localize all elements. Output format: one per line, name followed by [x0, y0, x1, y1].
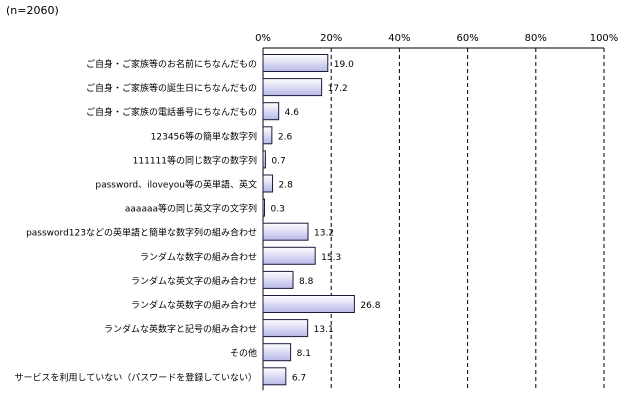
bar: [262, 174, 274, 193]
value-label: 19.0: [334, 60, 354, 70]
bar: [262, 319, 309, 338]
bar: [262, 78, 323, 97]
bar: [262, 198, 265, 217]
bar: [262, 367, 287, 386]
value-label: 15.3: [321, 253, 341, 263]
category-label: ランダムな数字の組み合わせ: [140, 251, 257, 263]
x-tick-label: 40%: [388, 33, 410, 44]
value-label: 2.8: [279, 181, 294, 191]
value-label: 26.8: [360, 301, 380, 311]
bar: [262, 246, 316, 265]
value-label: 13.2: [314, 229, 334, 239]
value-label: 13.1: [314, 325, 334, 335]
value-label: 8.1: [297, 349, 311, 359]
category-label: その他: [230, 347, 257, 359]
category-label: 111111等の同じ数字の数字列: [133, 154, 257, 166]
value-label: 4.6: [285, 108, 300, 118]
value-label: 0.3: [271, 205, 285, 215]
x-tick-label: 20%: [320, 33, 342, 44]
value-label: 17.2: [328, 84, 348, 94]
category-label: 123456等の簡単な数字列: [151, 130, 257, 142]
bar: [262, 126, 273, 145]
value-label: 2.6: [278, 132, 293, 142]
bar: [262, 295, 355, 313]
x-tick-label: 80%: [525, 33, 547, 44]
bar: [262, 270, 294, 289]
category-label: ご自身・ご家族等のお名前にちなんだもの: [86, 58, 257, 70]
category-label: password123などの英単語と簡単な数字列の組み合わせ: [26, 227, 257, 239]
value-label: 8.8: [299, 277, 314, 287]
category-label: サービスを利用していない（パスワードを登録していない）: [15, 371, 257, 383]
category-label: ランダムな英数字と記号の組み合わせ: [104, 323, 257, 335]
value-label: 0.7: [271, 156, 285, 166]
category-label: aaaaaa等の同じ英文字の文字列: [125, 203, 257, 215]
category-label: ランダムな英文字の組み合わせ: [131, 275, 257, 287]
bar: [262, 343, 292, 362]
category-label: ご自身・ご家族の電話番号にちなんだもの: [86, 106, 257, 118]
category-label: ご自身・ご家族等の誕生日にちなんだもの: [86, 82, 257, 94]
x-tick-label: 100%: [590, 33, 619, 44]
x-tick-label: 60%: [456, 33, 478, 44]
x-tick-label: 0%: [255, 33, 271, 44]
bar: [262, 150, 266, 169]
bar: [262, 102, 280, 121]
value-label: 6.7: [292, 373, 306, 383]
sample-size-note: (n=2060): [6, 4, 59, 17]
category-label: password、iloveyou等の英単語、英文: [95, 179, 257, 191]
category-label: ランダムな英数字の組み合わせ: [131, 299, 257, 311]
bar: [262, 54, 329, 72]
bar: [262, 222, 309, 241]
